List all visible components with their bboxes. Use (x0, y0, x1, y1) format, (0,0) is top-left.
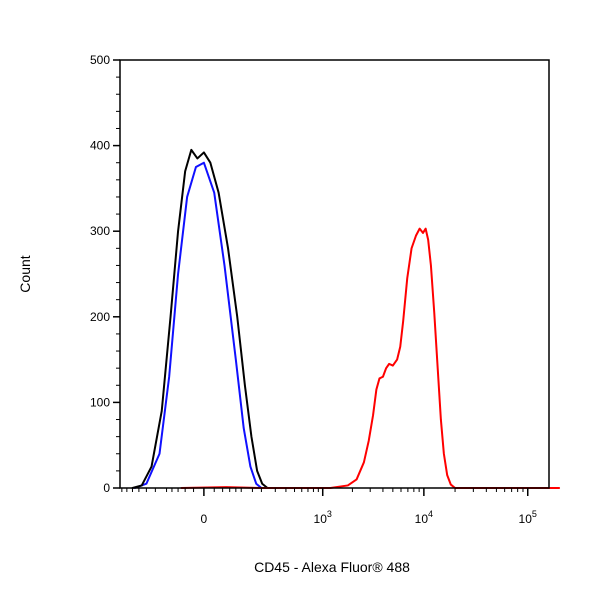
y-tick-label: 200 (90, 310, 110, 324)
y-axis: 0 100 200 300 400 500 (90, 53, 120, 495)
y-tick-label: 300 (90, 224, 110, 238)
y-tick-label: 400 (90, 139, 110, 153)
y-axis-label: Count (17, 255, 33, 292)
x-tick-label: 103 (314, 509, 332, 526)
x-tick-label: 0 (201, 512, 208, 526)
series-line-3 (180, 227, 561, 489)
y-tick-label: 100 (90, 395, 110, 409)
x-axis: 0 103 104 105 (121, 488, 537, 526)
y-tick-label: 500 (90, 53, 110, 67)
x-tick-label: 105 (519, 509, 537, 526)
series-group (131, 148, 561, 489)
y-tick-label: 0 (103, 481, 110, 495)
series-line-1 (133, 161, 263, 489)
x-tick-label: 104 (415, 509, 433, 526)
x-axis-label: CD45 - Alexa Fluor® 488 (254, 559, 410, 575)
series-line-2 (131, 148, 269, 489)
plot-frame (119, 59, 550, 489)
